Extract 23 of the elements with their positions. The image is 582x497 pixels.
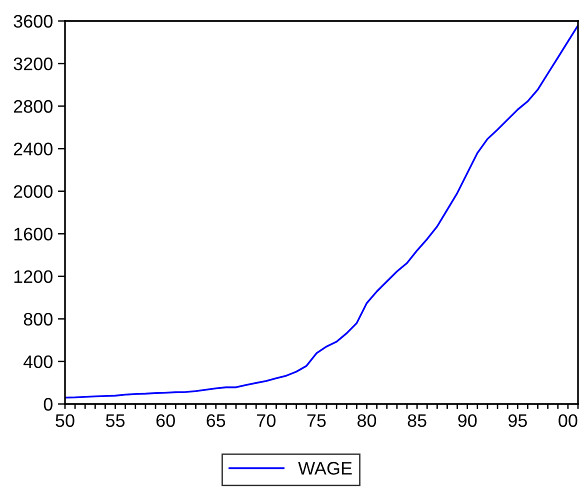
y-tick-label: 3200: [14, 57, 52, 70]
x-tick-label: 75: [307, 414, 326, 427]
y-tick-label: 800: [24, 312, 52, 326]
y-tick-label: 1600: [14, 228, 52, 240]
line-series: [65, 24, 578, 399]
x-tick-label: 00: [558, 414, 578, 427]
x-tick-label: 65: [206, 414, 226, 427]
x-tick-label: 60: [156, 414, 175, 427]
y-tick-label: 0: [44, 398, 52, 411]
x-tick-label: 70: [257, 414, 276, 427]
x-tick-label: 95: [508, 414, 527, 427]
x-tick-label: 80: [358, 414, 376, 427]
x-tick-label: 50: [56, 414, 74, 427]
y-tick-label: 2800: [14, 100, 52, 113]
y-tick-label: 1200: [14, 270, 52, 284]
legend-label: WAGE: [298, 462, 352, 475]
y-tick-label: 3600: [14, 14, 52, 28]
y-tick-label: 2000: [14, 185, 52, 198]
y-tick-label: 400: [23, 355, 52, 368]
x-tick-label: 90: [458, 414, 477, 427]
x-tick-label: 85: [408, 414, 426, 427]
y-tick-label: 2400: [14, 142, 52, 156]
x-tick-label: 55: [106, 414, 125, 427]
